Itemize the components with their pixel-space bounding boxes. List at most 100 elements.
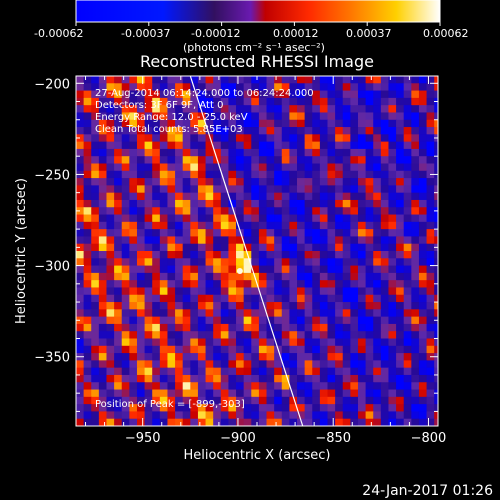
heatmap-cell <box>121 192 130 201</box>
heatmap-cell <box>136 119 146 128</box>
heatmap-cell <box>304 411 313 420</box>
heatmap-cell <box>304 367 313 376</box>
heatmap-cell <box>426 345 435 354</box>
heatmap-cell <box>319 360 329 369</box>
heatmap-cell <box>411 199 420 208</box>
heatmap-cell <box>98 345 108 354</box>
heatmap-cell <box>251 309 260 318</box>
heatmap-cell <box>190 338 199 347</box>
heatmap-cell <box>373 229 382 238</box>
heatmap-cell <box>159 163 169 172</box>
heatmap-cell <box>426 265 435 274</box>
heatmap-cell <box>205 294 214 303</box>
heatmap-cell <box>350 236 359 245</box>
heatmap-cell <box>91 119 100 128</box>
heatmap-cell <box>342 134 351 143</box>
heatmap-cell <box>274 221 283 230</box>
heatmap-cell <box>266 105 275 114</box>
heatmap-cell <box>121 258 130 267</box>
heatmap-cell <box>274 141 283 150</box>
heatmap-cell <box>312 302 321 310</box>
heatmap-cell <box>114 265 123 274</box>
heatmap-cell <box>365 338 374 347</box>
heatmap-cell <box>388 251 397 259</box>
heatmap-cell <box>357 280 367 289</box>
heatmap-cell <box>190 170 199 179</box>
heatmap-cell <box>76 302 85 310</box>
axis-ticks <box>76 76 438 426</box>
heatmap-cell <box>175 418 184 426</box>
heatmap-cell <box>236 199 245 208</box>
heatmap-cell <box>380 83 390 92</box>
heatmap-cell <box>243 389 252 398</box>
heatmap-cell <box>312 353 321 361</box>
heatmap-cell <box>175 353 184 361</box>
heatmap-cell <box>274 192 283 201</box>
heatmap-cell <box>76 374 85 383</box>
heatmap-cell <box>91 236 100 245</box>
heatmap-cell <box>190 309 199 318</box>
heatmap-cell <box>182 148 191 157</box>
heatmap-cell <box>106 280 115 289</box>
heatmap-cell <box>297 294 306 303</box>
heatmap-cell <box>121 382 130 391</box>
heatmap-cell <box>106 112 115 121</box>
heatmap-cell <box>312 374 321 383</box>
heatmap-cell <box>243 382 252 391</box>
heatmap-cell <box>197 316 207 325</box>
heatmap-cell <box>98 316 108 325</box>
heatmap-cell <box>342 382 351 391</box>
heatmap-cell <box>106 287 115 296</box>
heatmap-cell <box>136 411 146 420</box>
heatmap-cell <box>274 214 283 223</box>
heatmap-cell <box>121 251 130 259</box>
heatmap-cell <box>98 236 108 245</box>
heatmap-cell <box>312 323 321 332</box>
heatmap-cell <box>342 316 351 325</box>
heatmap-cell <box>411 309 420 318</box>
heatmap-cell <box>319 90 329 99</box>
heatmap-cell <box>418 148 428 157</box>
heatmap-cell <box>418 374 428 383</box>
heatmap-cell <box>175 345 184 354</box>
heatmap-cell <box>373 396 382 405</box>
heatmap-cell <box>175 251 184 259</box>
heatmap-cell <box>243 243 252 252</box>
heatmap-cell <box>327 411 336 420</box>
heatmap-cell <box>236 272 245 281</box>
heatmap-cell <box>243 105 252 114</box>
heatmap-cell <box>190 163 199 172</box>
heatmap-cell <box>258 302 268 310</box>
heatmap-cell <box>373 280 382 289</box>
heatmap-cell <box>144 396 153 405</box>
heatmap-cell <box>312 236 321 245</box>
heatmap-cell <box>91 396 100 405</box>
heatmap-cell <box>251 83 260 92</box>
heatmap-cell <box>411 163 420 172</box>
heatmap-cell <box>106 309 115 318</box>
heatmap-cell <box>91 338 100 347</box>
heatmap-cell <box>258 243 268 252</box>
heatmap-cell <box>319 97 329 106</box>
heatmap-cell <box>411 411 420 420</box>
heatmap-cell <box>365 411 374 420</box>
heatmap-cell <box>342 367 351 376</box>
heatmap-cell <box>152 309 161 318</box>
heatmap-cell <box>281 214 290 223</box>
heatmap-cell <box>335 331 344 340</box>
heatmap-cell <box>258 374 268 383</box>
heatmap-cell <box>335 411 344 420</box>
heatmap-cell <box>396 156 405 165</box>
heatmap-cell <box>426 258 435 267</box>
heatmap-cell <box>83 382 92 391</box>
heatmap-cell <box>411 396 420 405</box>
heatmap-cell <box>83 374 92 383</box>
heatmap-cell <box>266 345 275 354</box>
heatmap-cell <box>297 141 306 150</box>
heatmap-cell <box>98 163 108 172</box>
heatmap-cell <box>251 185 260 194</box>
heatmap-cell <box>129 236 138 245</box>
heatmap-cell <box>175 214 184 223</box>
heatmap-cell <box>434 229 438 238</box>
heatmap-cell <box>129 178 138 186</box>
